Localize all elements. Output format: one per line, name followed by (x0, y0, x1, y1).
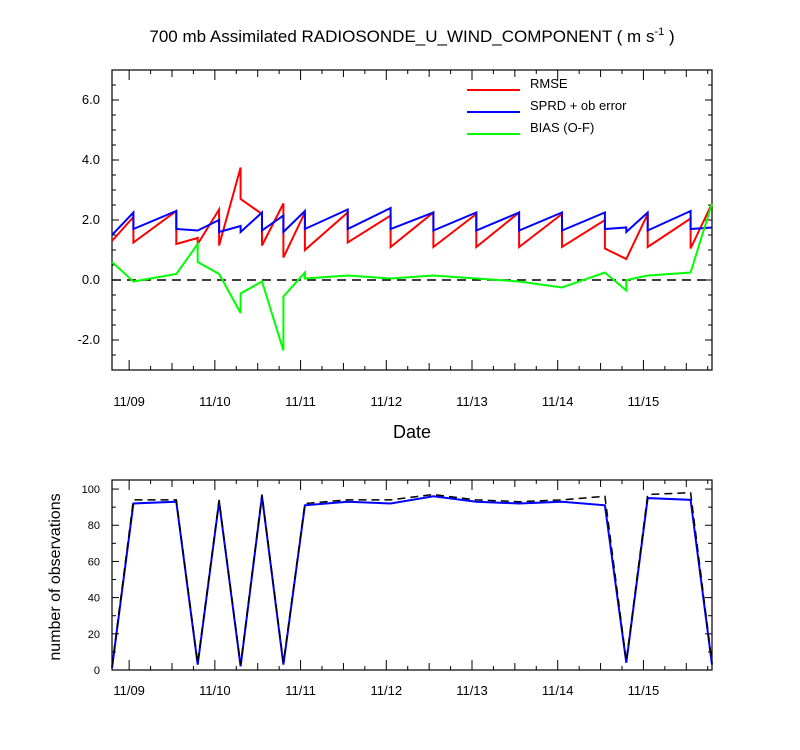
y-tick-label: 0.0 (82, 272, 100, 287)
x-tick-label: 11/09 (113, 683, 145, 698)
y-tick-label: 6.0 (82, 92, 100, 107)
series-line-used-observations (111, 495, 713, 669)
legend-label: BIAS (O-F) (530, 120, 594, 135)
bottom-y-tick-labels: 0 20 40 60 80 100 (82, 484, 100, 677)
x-tick-label: 11/11 (285, 394, 316, 409)
series-line-sprd-ob-error (111, 206, 713, 236)
bottom-plot-frame (111, 479, 713, 671)
bottom-ticks (112, 480, 712, 671)
y-tick-label: 80 (88, 520, 100, 532)
x-tick-label: 11/14 (542, 683, 574, 698)
top-x-tick-labels: 11/09 11/10 11/11 11/12 11/13 11/14 11/15 (113, 394, 659, 409)
legend-label: RMSE (530, 76, 568, 91)
bottom-series (111, 491, 713, 669)
series-line-bias-o-f (111, 203, 713, 351)
y-tick-label: 60 (88, 556, 100, 568)
chart-title: 700 mb Assimilated RADIOSONDE_U_WIND_COM… (149, 26, 674, 46)
y-tick-label: 4.0 (82, 152, 100, 167)
x-tick-label: 11/12 (370, 683, 402, 698)
x-tick-label: 11/10 (199, 394, 231, 409)
y-tick-label: 20 (88, 629, 100, 641)
top-ticks (112, 69, 712, 371)
y-tick-label: 40 (88, 593, 100, 605)
x-tick-label: 11/15 (628, 394, 660, 409)
x-tick-label: 11/10 (199, 683, 231, 698)
x-tick-label: 11/13 (456, 683, 488, 698)
x-tick-label: 11/14 (542, 394, 574, 409)
top-series (111, 167, 713, 351)
chart-title-sup: -1 (654, 26, 664, 38)
x-tick-label: 11/13 (456, 394, 488, 409)
y-tick-label: 100 (82, 484, 100, 496)
top-y-tick-labels: -2.0 0.0 2.0 4.0 6.0 (78, 92, 100, 347)
y-tick-label: 2.0 (82, 212, 100, 227)
x-tick-label: 11/15 (628, 683, 660, 698)
bottom-x-tick-labels: 11/09 11/10 11/11 11/12 11/13 11/14 11/15 (113, 683, 659, 698)
chart-title-close: ) (664, 27, 674, 46)
x-tick-label: 11/12 (370, 394, 402, 409)
series-line-rmse (111, 167, 713, 261)
top-plot: RMSE SPRD + ob error BIAS (O-F) -2.0 0.0 2.0… (78, 69, 713, 442)
legend-label: SPRD + ob error (530, 98, 627, 113)
y-tick-label: -2.0 (78, 332, 100, 347)
y-tick-label: 0 (94, 665, 100, 677)
x-axis-label: Date (393, 422, 431, 442)
chart-title-main: 700 mb Assimilated RADIOSONDE_U_WIND_COM… (149, 27, 654, 46)
legend: RMSE SPRD + ob error BIAS (O-F) (467, 76, 627, 135)
series-line-possible-observations (111, 491, 713, 667)
bottom-y-axis-label: number of observations (47, 493, 64, 660)
x-tick-label: 11/11 (285, 683, 316, 698)
x-tick-label: 11/09 (113, 394, 145, 409)
